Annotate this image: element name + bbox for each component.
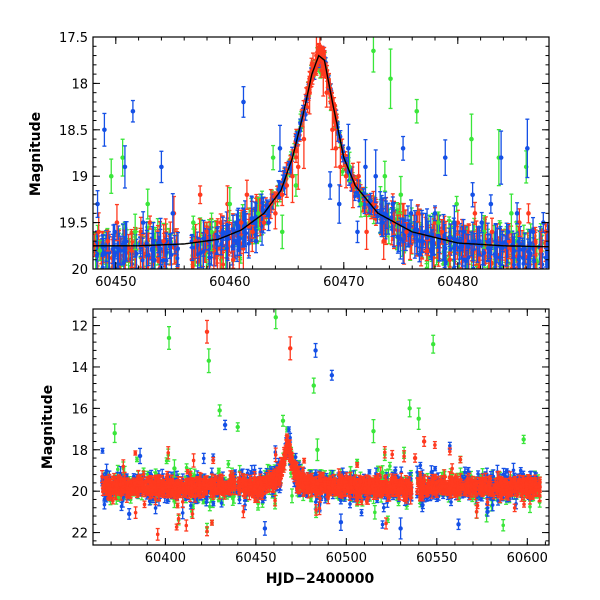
top-blue-point-marker: [115, 249, 120, 254]
top-blue-point-marker: [103, 250, 108, 255]
top-blue-point: [201, 219, 206, 257]
top-blue-point: [277, 181, 282, 198]
top-blue-point: [466, 233, 471, 249]
top-blue-point: [447, 227, 452, 248]
top-blue-point-marker: [140, 258, 145, 263]
top-blue-point: [244, 212, 249, 254]
top-blue-point-marker: [447, 235, 452, 240]
top-blue-point-marker: [472, 239, 477, 244]
top-blue-point-marker: [207, 255, 212, 260]
top-blue-point-marker: [249, 216, 254, 221]
top-blue-point: [485, 233, 490, 263]
top-blue-point-marker: [246, 241, 251, 246]
top-blue-point-marker: [485, 246, 490, 251]
top-blue-point-marker: [110, 246, 115, 251]
top-blue-point-marker: [431, 239, 436, 244]
top-blue-point-marker: [164, 250, 169, 255]
top-blue-point-marker: [167, 244, 172, 249]
top-blue-point-marker: [107, 250, 112, 255]
top-blue-point-marker: [493, 254, 498, 259]
top-blue-point-marker: [463, 259, 468, 264]
top-blue-point-marker: [224, 236, 229, 241]
top-blue-point-marker: [466, 239, 471, 244]
top-blue-point-marker: [481, 250, 486, 255]
top-blue-point-marker: [230, 244, 235, 249]
top-blue-point-marker: [415, 227, 420, 232]
top-blue-point-marker: [503, 239, 508, 244]
top-blue-point: [224, 230, 229, 246]
top-red-point-marker: [305, 105, 310, 110]
top-blue-point-marker: [396, 241, 401, 246]
top-blue-point-marker: [442, 249, 447, 254]
top-blue-point-marker: [477, 239, 482, 244]
top-blue-point: [215, 226, 220, 247]
top-red-point-marker: [241, 246, 246, 251]
top-blue-point-marker: [175, 246, 180, 251]
top-blue-point-marker: [244, 231, 249, 236]
top-blue-point-marker: [201, 236, 206, 241]
top-blue-point: [477, 225, 482, 257]
top-blue-point: [175, 231, 180, 266]
top-blue-point: [442, 235, 447, 269]
top-blue-point-marker: [471, 266, 476, 269]
top-green-point-marker: [424, 266, 429, 269]
top-blue-point-marker: [124, 239, 129, 244]
top-blue-point-marker: [362, 202, 367, 207]
top-blue-point-marker: [425, 229, 430, 234]
top-blue-point-marker: [500, 246, 505, 251]
top-blue-point-marker: [375, 214, 380, 219]
top-blue-point: [497, 241, 502, 269]
top-blue-point: [463, 249, 468, 269]
top-blue-point-marker: [488, 250, 493, 255]
top-blue-point-marker: [401, 239, 406, 244]
top-blue-point: [167, 233, 172, 260]
top-blue-point: [118, 235, 123, 266]
top-blue-point-marker: [118, 248, 123, 253]
top-blue-point-marker: [398, 236, 403, 241]
top-blue-point: [124, 221, 129, 262]
top-blue-point: [354, 187, 359, 198]
top-blue-point-marker: [497, 255, 502, 260]
top-blue-point: [500, 230, 505, 266]
top-red-point-marker: [294, 155, 299, 160]
top-red-point-marker: [126, 246, 131, 251]
top-blue-point-marker: [160, 258, 165, 263]
top-blue-point-marker: [457, 239, 462, 244]
top-blue-point-marker: [352, 194, 357, 199]
top-plot-area: [93, 37, 549, 269]
top-blue-point: [503, 235, 508, 249]
top-blue-point: [472, 232, 477, 250]
top-red-point: [126, 233, 131, 263]
top-blue-point: [246, 228, 251, 259]
top-blue-point: [362, 199, 367, 209]
top-blue-point: [303, 108, 308, 121]
top-red-point-marker: [221, 262, 226, 267]
top-blue-point-marker: [215, 234, 220, 239]
top-blue-point-marker: [303, 112, 308, 117]
top-blue-point-marker: [232, 238, 237, 243]
